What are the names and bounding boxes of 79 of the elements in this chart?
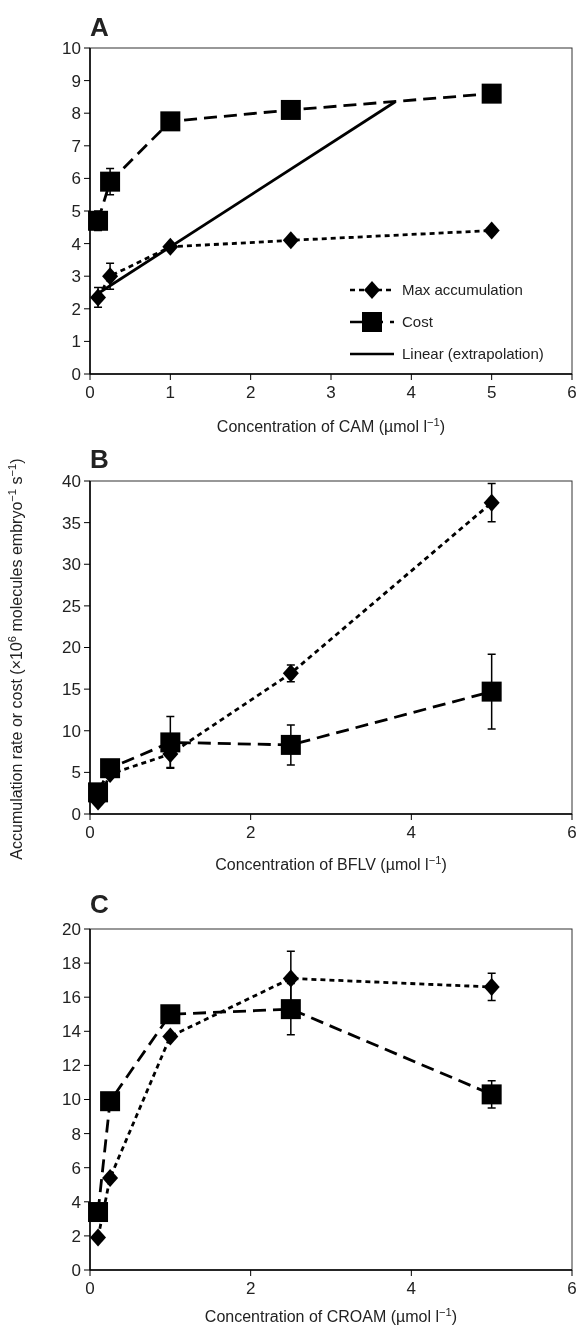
point bbox=[483, 977, 500, 996]
chart-title: A bbox=[90, 12, 109, 42]
legend-label: Linear (extrapolation) bbox=[402, 345, 544, 363]
y-tick-label: 20 bbox=[62, 638, 81, 658]
point bbox=[102, 267, 119, 286]
y-tick-label: 5 bbox=[71, 201, 81, 221]
y-tick-label: 35 bbox=[62, 513, 81, 533]
point bbox=[160, 111, 181, 132]
y-tick-label: 0 bbox=[71, 364, 81, 384]
point bbox=[162, 237, 179, 256]
point bbox=[88, 210, 109, 231]
point bbox=[282, 664, 299, 683]
point bbox=[282, 231, 299, 250]
point bbox=[481, 83, 502, 104]
y-tick-label: 0 bbox=[71, 1260, 81, 1280]
y-tick-label: 15 bbox=[62, 680, 81, 700]
point bbox=[280, 999, 301, 1020]
point bbox=[88, 1202, 109, 1223]
point bbox=[282, 969, 299, 988]
x-tick-label: 4 bbox=[406, 823, 417, 842]
legend-label: Max accumulation bbox=[402, 281, 523, 299]
y-tick-label: 40 bbox=[62, 471, 81, 491]
point bbox=[160, 1004, 181, 1025]
y-tick-label: 9 bbox=[71, 71, 81, 91]
y-tick-label: 14 bbox=[62, 1022, 81, 1042]
x-tick-label: 4 bbox=[406, 383, 417, 402]
x-tick-label: 0 bbox=[85, 823, 95, 842]
y-tick-label: 6 bbox=[71, 169, 81, 189]
y-tick-label: 12 bbox=[62, 1056, 81, 1076]
y-tick-label: 25 bbox=[62, 596, 81, 616]
x-tick-label: 2 bbox=[245, 1279, 256, 1298]
y-tick-label: 4 bbox=[71, 234, 81, 254]
x-tick-label: 0 bbox=[85, 383, 95, 402]
y-tick-label: 2 bbox=[71, 299, 81, 319]
y-tick-label: 8 bbox=[71, 104, 81, 124]
x-tick-label: 6 bbox=[567, 823, 577, 842]
x-tick-label: 3 bbox=[326, 383, 336, 402]
x-tick-label: 1 bbox=[165, 383, 176, 402]
y-tick-label: 16 bbox=[62, 988, 81, 1008]
x-axis-title: Concentration of CAM (µmol l$^{−1}$) bbox=[216, 416, 446, 435]
y-tick-label: 10 bbox=[62, 38, 81, 58]
point bbox=[162, 1027, 179, 1046]
y-tick-label: 4 bbox=[71, 1192, 81, 1212]
y-tick-label: 5 bbox=[71, 763, 81, 783]
chart-title: B bbox=[90, 444, 109, 474]
y-tick-label: 3 bbox=[71, 267, 81, 287]
point bbox=[102, 1168, 119, 1187]
point bbox=[90, 288, 107, 307]
x-tick-label: 2 bbox=[245, 383, 256, 402]
x-tick-label: 6 bbox=[567, 1279, 577, 1298]
y-tick-label: 1 bbox=[71, 332, 81, 352]
legend-label: Cost bbox=[402, 313, 434, 331]
y-tick-label: 10 bbox=[62, 721, 81, 741]
point bbox=[280, 734, 301, 755]
point bbox=[481, 681, 502, 702]
y-tick-label: 7 bbox=[71, 136, 81, 156]
y-tick-label: 20 bbox=[62, 919, 81, 939]
y-tick-label: 0 bbox=[71, 804, 81, 824]
x-tick-label: 4 bbox=[406, 1279, 417, 1298]
point bbox=[483, 221, 500, 240]
x-tick-label: 0 bbox=[85, 1279, 95, 1298]
x-axis-title: Concentration of BFLV (µmol l$^{−1}$) bbox=[215, 854, 447, 873]
point bbox=[481, 1084, 502, 1105]
x-axis-title: Concentration of CROAM (µmol l$^{−1}$) bbox=[204, 1306, 458, 1325]
point bbox=[280, 99, 301, 120]
y-tick-label: 30 bbox=[62, 555, 81, 575]
point bbox=[90, 1228, 107, 1247]
y-tick-label: 18 bbox=[62, 954, 81, 974]
y-tick-label: 6 bbox=[71, 1158, 81, 1178]
point bbox=[100, 171, 121, 192]
point bbox=[100, 1091, 121, 1112]
x-tick-label: 5 bbox=[486, 383, 497, 402]
x-tick-label: 6 bbox=[567, 383, 577, 402]
y-tick-label: 10 bbox=[62, 1090, 81, 1110]
chart-title: C bbox=[90, 889, 109, 919]
y-tick-label: 2 bbox=[71, 1226, 81, 1246]
x-tick-label: 2 bbox=[245, 823, 256, 842]
y-tick-label: 8 bbox=[71, 1124, 81, 1144]
point bbox=[483, 493, 500, 512]
